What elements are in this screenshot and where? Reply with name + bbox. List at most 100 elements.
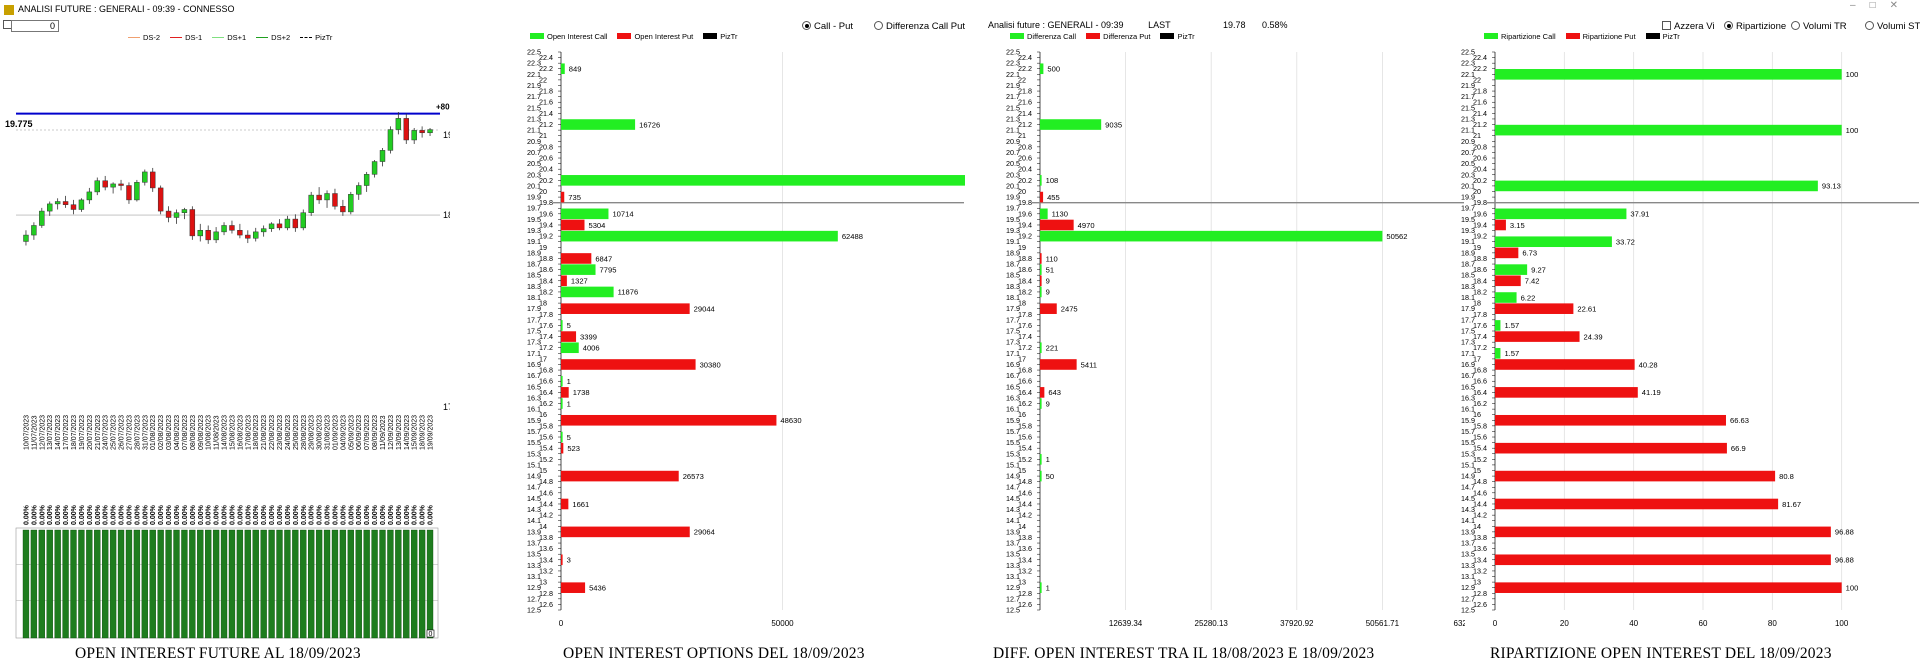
legend-panel1: DS-2 DS-1 DS+1 DS+2 PizTr [128, 33, 342, 42]
strike-label: 20 [539, 187, 547, 196]
bar-value-label: 1661 [572, 500, 589, 509]
strike-label: 20.3 [1006, 170, 1020, 179]
volume-label: 0.00% [87, 504, 94, 525]
volume-label: 0.00% [237, 504, 244, 525]
call-bar [1040, 264, 1042, 275]
volume-bar [315, 529, 323, 639]
call-bar [561, 175, 965, 186]
volume-bar [86, 529, 93, 639]
volume-bar [403, 529, 410, 639]
x-tick-label: 50561.71 [1366, 619, 1400, 628]
strike-label: 15.6 [1473, 433, 1487, 442]
strike-label: 12.9 [1461, 583, 1475, 592]
check-azzera[interactable]: Azzera Vi [1662, 21, 1714, 32]
legend-label: PizTr [1662, 32, 1680, 41]
strike-label: 18.5 [1006, 271, 1020, 280]
put-bar [561, 526, 690, 538]
strike-label: 12.8 [1473, 589, 1487, 598]
strike-label: 15.6 [1018, 433, 1032, 442]
strike-label: 20.2 [1018, 176, 1032, 185]
strike-label: 16.2 [1473, 399, 1487, 408]
bar-value-label: 1 [1046, 455, 1050, 464]
strike-label: 13.9 [1461, 527, 1475, 536]
strike-label: 19.1 [1461, 237, 1475, 246]
bar-value-label: 4970 [1078, 221, 1095, 230]
strike-label: 16.5 [1461, 382, 1475, 391]
radio-volumi-st[interactable]: Volumi ST [1865, 21, 1920, 32]
volume-bar [347, 529, 354, 639]
x-tick-label: 60 [1699, 619, 1708, 628]
strike-label: 15.4 [1018, 444, 1032, 453]
candle-body [62, 201, 69, 205]
strike-label: 14 [1018, 522, 1026, 531]
bar-value-label: 5304 [588, 221, 605, 230]
date-tick-label: 13/07/2023 [47, 415, 54, 450]
strike-label: 14.7 [1006, 483, 1020, 492]
legend-swatch [300, 37, 313, 38]
volume-bar [268, 529, 275, 639]
strike-label: 16.9 [527, 360, 541, 369]
put-bar [561, 387, 569, 398]
put-bar [1495, 526, 1831, 538]
radio-ripartizione[interactable]: Ripartizione [1724, 21, 1786, 32]
date-tick-label: 03/08/2023 [166, 415, 173, 450]
strike-label: 21.2 [1018, 120, 1032, 129]
volume-label: 0.00% [301, 504, 308, 525]
strike-label: 21.6 [1473, 98, 1487, 107]
strike-label: 15.1 [527, 460, 541, 469]
bar-value-label: 4006 [583, 344, 600, 353]
put-bar [1040, 219, 1074, 231]
strike-label: 19.5 [1006, 215, 1020, 224]
volume-bar [260, 529, 267, 639]
radio-call-put[interactable]: Call - Put [802, 21, 853, 32]
strike-label: 15.3 [1461, 449, 1475, 458]
strike-label: 13.7 [527, 539, 541, 548]
spin-input[interactable]: 0 [11, 20, 59, 32]
last-change: 0.58% [1262, 20, 1288, 30]
strike-label: 19.8 [539, 198, 553, 207]
volume-label: 0.00% [285, 504, 292, 525]
call-bar [1495, 320, 1501, 331]
strike-label: 14.6 [1018, 488, 1032, 497]
panel3-title: Analisi future : GENERALI - 09:39 [988, 20, 1124, 30]
legend-label: Ripartizione Call [1501, 32, 1556, 41]
bar-value-label: 6.73 [1522, 249, 1537, 258]
strike-label: 21.3 [527, 114, 541, 123]
strike-label: 22.4 [539, 53, 553, 62]
strike-label: 16.7 [1006, 371, 1020, 380]
legend-label: PizTr [720, 32, 738, 41]
strike-label: 21.1 [1461, 126, 1475, 135]
strike-label: 20.6 [1473, 154, 1487, 163]
strike-label: 16.1 [1461, 405, 1475, 414]
call-bar [1040, 175, 1042, 186]
minimize-button[interactable]: – [1850, 0, 1870, 11]
candle-body [173, 212, 180, 218]
radio-volumi-tr[interactable]: Volumi TR [1791, 21, 1847, 32]
bar-value-label: 1738 [573, 388, 590, 397]
bar-value-label: 33.72 [1616, 238, 1635, 247]
call-bar [1040, 286, 1042, 298]
candle-body [245, 234, 251, 239]
radio-diff-call-put[interactable]: Differenza Call Put [874, 21, 965, 32]
close-button[interactable]: ✕ [1889, 0, 1912, 11]
date-tick-label: 01/08/2023 [150, 415, 157, 450]
volume-bar [102, 529, 109, 639]
date-tick-label: 07/08/2023 [182, 415, 189, 450]
strike-label: 17.1 [1006, 349, 1020, 358]
x-tick-label: 0 [1493, 619, 1498, 628]
legend-swatch [530, 33, 544, 39]
x-tick-label: 100 [1835, 619, 1849, 628]
call-bar [1495, 236, 1612, 248]
volume-bar [133, 529, 141, 639]
strike-label: 22.4 [1473, 53, 1487, 62]
date-tick-label: 13/09/2023 [396, 415, 403, 450]
bar-value-label: 100 [1846, 583, 1859, 592]
strike-label: 16.6 [1018, 377, 1032, 386]
maximize-button[interactable]: □ [1869, 0, 1890, 11]
strike-label: 19.5 [527, 215, 541, 224]
strike-label: 15.7 [1006, 427, 1020, 436]
strike-label: 17.6 [539, 321, 553, 330]
strike-label: 14.8 [1018, 477, 1032, 486]
x-tick-label: 80 [1768, 619, 1777, 628]
strike-label: 22.3 [1006, 59, 1020, 68]
